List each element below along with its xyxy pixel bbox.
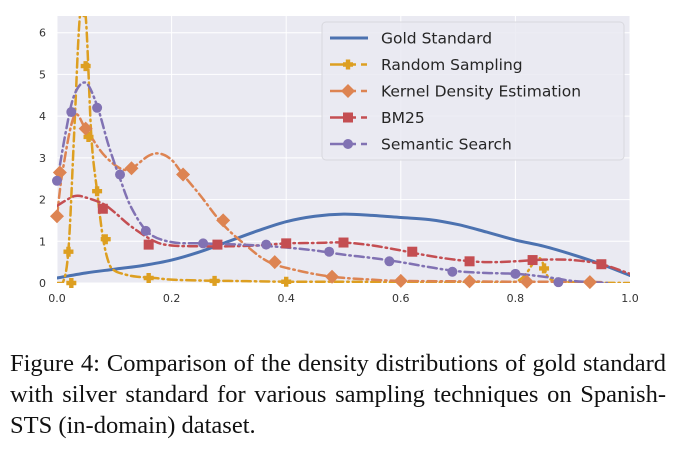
data-point-bm25: [464, 256, 475, 267]
legend-marker-plus-filled: [343, 59, 353, 70]
data-point-random-sampling: [539, 263, 550, 274]
data-point-semantic-search: [66, 106, 77, 117]
data-point-bm25: [281, 238, 292, 249]
data-point-random-sampling: [100, 234, 111, 245]
legend-label: Random Sampling: [381, 56, 523, 74]
figure-caption: Figure 4: Comparison of the density dist…: [10, 350, 666, 439]
data-point-kernel-density-estimation: [216, 213, 231, 228]
legend-item-random-sampling: Random Sampling: [330, 56, 523, 74]
legend-item-semantic-search: Semantic Search: [330, 136, 512, 154]
legend-marker-square: [343, 112, 353, 123]
data-point-kernel-density-estimation: [582, 275, 597, 290]
y-axis-ticks: 0 1 2 3 4 5 6: [39, 27, 46, 290]
data-point-semantic-search: [553, 277, 564, 288]
y-tick-label: 6: [39, 27, 46, 40]
data-point-bm25: [596, 259, 607, 270]
legend-box: [321, 21, 625, 161]
data-point-kernel-density-estimation: [267, 255, 282, 270]
legend-marker-diamond: [341, 84, 355, 98]
data-point-semantic-search: [324, 246, 335, 257]
legend-label: BM25: [381, 109, 425, 127]
data-point-random-sampling: [63, 246, 74, 257]
x-tick-label: 0.0: [48, 292, 66, 305]
density-chart: 0.0 0.2 0.4 0.6 0.8 1.0 0 1 2 3 4 5 6 Gold Standard…: [39, 16, 639, 305]
data-point-random-sampling: [281, 276, 292, 287]
data-point-semantic-search: [52, 175, 62, 186]
data-point-bm25: [97, 203, 108, 214]
series-line-random-sampling: [57, 16, 630, 283]
data-point-bm25: [143, 239, 154, 250]
x-tick-label: 0.2: [163, 292, 181, 305]
data-point-kernel-density-estimation: [78, 121, 93, 136]
series-line-kernel-density-estimation: [57, 113, 603, 283]
series-line-gold-standard: [57, 212, 630, 280]
y-tick-label: 3: [39, 152, 46, 165]
data-point-kernel-density-estimation: [50, 209, 64, 224]
y-tick-label: 5: [39, 68, 46, 81]
data-point-random-sampling: [92, 186, 103, 197]
data-point-semantic-search: [447, 266, 458, 277]
data-point-semantic-search: [384, 256, 395, 267]
series-markers: [50, 61, 607, 290]
legend-marker-circle: [343, 139, 353, 149]
data-point-semantic-search: [140, 225, 151, 236]
data-point-bm25: [527, 255, 538, 266]
data-point-bm25: [407, 246, 418, 257]
legend-item-bm25: BM25: [330, 109, 425, 127]
y-tick-label: 4: [39, 110, 46, 123]
data-point-semantic-search: [115, 169, 126, 180]
legend-item-gold-standard: Gold Standard: [330, 30, 492, 48]
data-point-kernel-density-estimation: [124, 161, 139, 176]
data-point-random-sampling: [209, 275, 220, 286]
legend-label: Semantic Search: [381, 136, 512, 154]
data-point-kernel-density-estimation: [176, 167, 191, 182]
legend-label: Gold Standard: [381, 30, 492, 48]
y-tick-label: 0: [39, 277, 46, 290]
x-axis-ticks: 0.0 0.2 0.4 0.6 0.8 1.0: [48, 292, 639, 305]
data-point-kernel-density-estimation: [325, 269, 340, 284]
data-point-kernel-density-estimation: [519, 274, 534, 289]
y-tick-label: 2: [39, 194, 46, 207]
data-point-semantic-search: [510, 268, 521, 279]
x-tick-label: 1.0: [621, 292, 639, 305]
x-tick-label: 0.4: [277, 292, 295, 305]
data-point-semantic-search: [92, 102, 103, 113]
data-point-random-sampling: [143, 272, 154, 283]
data-point-random-sampling: [66, 278, 77, 288]
data-point-semantic-search: [261, 239, 272, 250]
x-tick-label: 0.8: [507, 292, 525, 305]
data-point-semantic-search: [198, 238, 209, 249]
data-point-random-sampling: [80, 61, 91, 72]
legend-item-kernel-density-estimation: Kernel Density Estimation: [330, 83, 581, 101]
legend: Gold Standard Random Sampling Kernel Densi…: [321, 21, 625, 161]
data-point-bm25: [212, 239, 223, 250]
y-tick-label: 1: [39, 235, 46, 248]
data-point-kernel-density-estimation: [462, 274, 477, 289]
data-point-kernel-density-estimation: [393, 273, 408, 288]
data-point-bm25: [338, 237, 349, 248]
legend-label: Kernel Density Estimation: [381, 83, 581, 101]
series-line-bm25: [57, 194, 630, 276]
x-tick-label: 0.6: [392, 292, 410, 305]
data-point-random-sampling: [83, 131, 94, 142]
